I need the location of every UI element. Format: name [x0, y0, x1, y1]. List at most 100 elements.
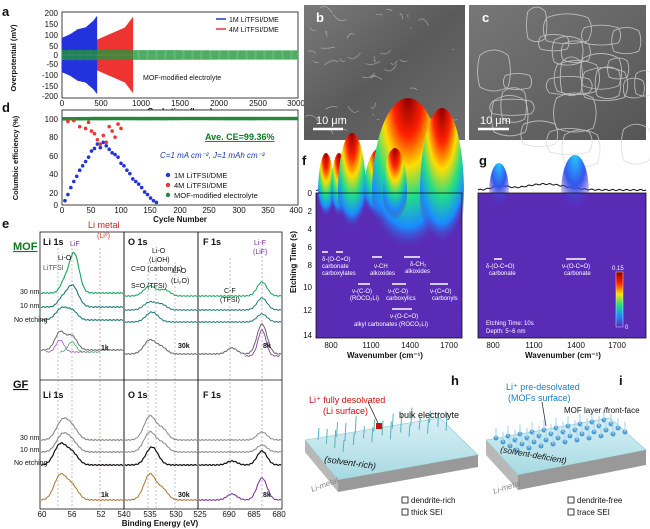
panel-g-label: g: [479, 153, 487, 168]
dendrite: [410, 407, 413, 426]
point-1m: [80, 164, 85, 168]
svg-text:carbonate: carbonate: [564, 271, 591, 277]
xps-mof-li-comp2: [59, 341, 101, 353]
point-1m: [95, 142, 100, 146]
panel-g-xlabel: Wavenumber (cm⁻¹): [525, 351, 601, 360]
panel-a-legend: 1M LiTFSI/DME 4M LiTFSI/DME MOF-modified…: [143, 17, 279, 82]
svg-text:30k: 30k: [178, 492, 190, 499]
panel-c-label: c: [482, 10, 489, 25]
sem-flake: [305, 114, 319, 121]
point-1m: [142, 190, 147, 194]
point-4m: [66, 119, 70, 124]
sem-grain: [620, 123, 650, 165]
point-4m: [77, 124, 82, 129]
svg-text:250: 250: [202, 206, 216, 215]
sem-flake: [370, 75, 377, 79]
dendrite: [336, 422, 339, 438]
f1s-label-mof: F 1s: [203, 237, 221, 247]
svg-text:0: 0: [60, 99, 65, 108]
xps-mof-f-30: [198, 281, 282, 298]
sem-flake: [386, 8, 393, 12]
panel-d-yticks: 100 80 60 40 20 0: [45, 115, 59, 210]
sem-grain: [634, 70, 650, 97]
svg-text:60: 60: [49, 152, 58, 161]
sem-flake: [361, 72, 375, 79]
svg-text:Etching Time: 10s: Etching Time: 10s: [486, 321, 534, 327]
point-1m: [104, 144, 109, 148]
dendrite: [352, 433, 355, 446]
sem-grain: [520, 120, 559, 148]
xps-gf-o-0: [124, 446, 198, 467]
point-1m: [63, 198, 67, 203]
point-1m: [154, 200, 159, 205]
panel-d-chart: [61, 116, 299, 205]
sem-grain: [611, 26, 642, 55]
panel-a-yticks: 200 150 100 50 0 -50 -100 -150 -200: [42, 9, 59, 101]
point-1m: [148, 196, 153, 200]
sem-flake: [313, 60, 319, 64]
sem-flake: [333, 14, 347, 21]
svg-text:12: 12: [303, 306, 312, 315]
h-metal: Li-metal: [310, 476, 340, 494]
panel-f-label: f: [302, 153, 307, 168]
h-title-1: Li⁺ fully desolvated: [309, 395, 385, 405]
o1s-label-gf: O 1s: [128, 390, 148, 400]
point-1m: [98, 145, 103, 150]
schematic-h: [304, 401, 479, 492]
svg-text:535: 535: [143, 510, 157, 519]
tfsi-label: (TFSI): [220, 297, 240, 304]
panel-e-xlabel: Binding Energy (eV): [122, 519, 199, 528]
so-tfsi-label: S=O (TFSI): [131, 283, 167, 290]
xps-gf-o-30: [124, 414, 198, 442]
dendrite: [325, 428, 328, 445]
sem-flake: [339, 58, 346, 62]
svg-text:680: 680: [272, 510, 286, 519]
svg-text:800: 800: [486, 341, 500, 350]
sem-grain: [502, 73, 533, 90]
sem-grain: [538, 34, 570, 52]
svg-text:6: 6: [308, 243, 313, 252]
xps-xticks: 60 56 52 540 535 530 525 690 685 680: [38, 510, 287, 519]
panel-f-yticks: 0 2 4 6 8 10 12 14: [303, 189, 312, 340]
point-1m: [125, 168, 129, 172]
svg-text:0: 0: [54, 201, 59, 210]
depth-0-gf: No etching: [14, 460, 48, 467]
co-carbonyls-label: C=O (carbonyls): [131, 266, 182, 273]
point-1m: [136, 182, 141, 186]
svg-text:2500: 2500: [249, 99, 267, 108]
xps-gf-li-0: [40, 441, 124, 467]
point-1m: [151, 198, 156, 203]
li2o-label: (Li₂O): [171, 278, 189, 285]
panel-d-xlabel: Cycle Number: [153, 215, 207, 224]
point-4m: [98, 142, 103, 146]
panel-d-ylabel: Columbic efficiency (%): [11, 115, 20, 200]
li1s-label-mof: Li 1s: [43, 237, 64, 247]
svg-text:1700: 1700: [440, 341, 458, 350]
svg-text:56: 56: [68, 510, 77, 519]
svg-text:100: 100: [45, 115, 59, 124]
h-legend: dendrite-rich thick SEI: [401, 496, 455, 517]
xps-mof-o-30: [124, 285, 198, 298]
depth-30-gf: 30 nm: [20, 435, 40, 442]
depth-10-mof: 10 nm: [20, 303, 40, 310]
i-metal: Li-metal: [492, 478, 522, 495]
xps-mof-o-fit: [124, 338, 198, 356]
point-1m: [116, 155, 120, 159]
cf-label: C-F: [224, 288, 236, 295]
dendrite: [418, 417, 421, 430]
point-1m: [69, 185, 73, 190]
xps-mof-o-0: [124, 311, 198, 324]
sem-flake: [325, 30, 328, 37]
point-4m: [101, 133, 106, 138]
xps-gf-li-10: [40, 431, 124, 454]
point-mof: [295, 116, 299, 121]
svg-text:52: 52: [97, 510, 106, 519]
svg-text:Depth: 5~6 nm: Depth: 5~6 nm: [486, 329, 526, 335]
svg-text:80: 80: [49, 133, 58, 142]
svg-text:800: 800: [324, 341, 338, 350]
sem-flake: [410, 87, 418, 91]
sem-flake: [418, 18, 429, 26]
sem-flake: [399, 59, 408, 62]
point-1m: [119, 161, 123, 166]
svg-text:3000: 3000: [287, 99, 305, 108]
